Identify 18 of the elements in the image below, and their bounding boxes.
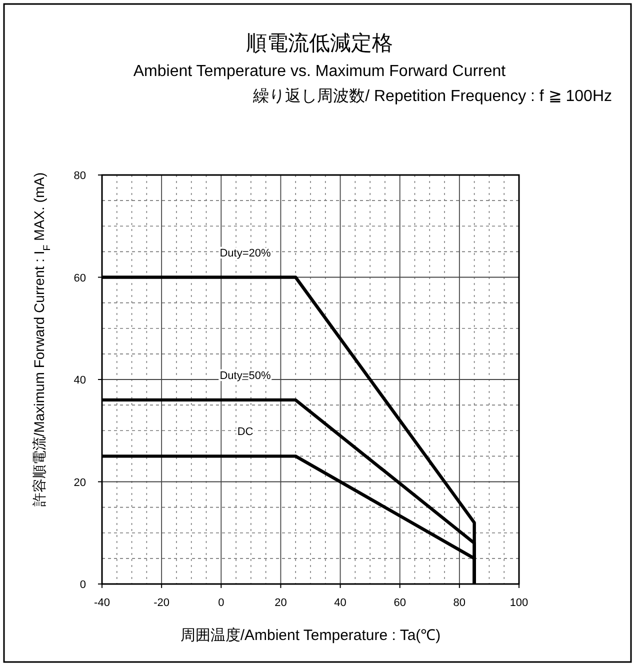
x-tick-label: -20: [154, 597, 170, 609]
x-tick-label: 20: [274, 597, 287, 609]
text: 繰り返し周波数/ Repetition Frequency : f ≧ 100Hz: [252, 87, 612, 105]
x-tick-label: 100: [510, 597, 528, 609]
y-tick-label: 40: [74, 374, 86, 386]
y-tick-label: 80: [74, 170, 86, 182]
x-axis-title: 周囲温度/Ambient Temperature : Ta(℃): [180, 627, 441, 644]
x-tick-label: -40: [94, 597, 110, 609]
y-tick-label: 0: [80, 579, 86, 591]
x-tick-label: 60: [394, 597, 406, 609]
x-tick-label: 80: [453, 597, 466, 609]
x-tick-label: 40: [334, 597, 346, 609]
series-label: DC: [237, 426, 254, 438]
y-tick-label: 60: [74, 272, 86, 284]
chart-subtitle: Ambient Temperature vs. Maximum Forward Current: [133, 63, 506, 80]
x-tick-label: 0: [218, 597, 224, 609]
y-tick-label: 20: [74, 476, 86, 489]
chart-title: 順電流低減定格: [246, 32, 393, 55]
